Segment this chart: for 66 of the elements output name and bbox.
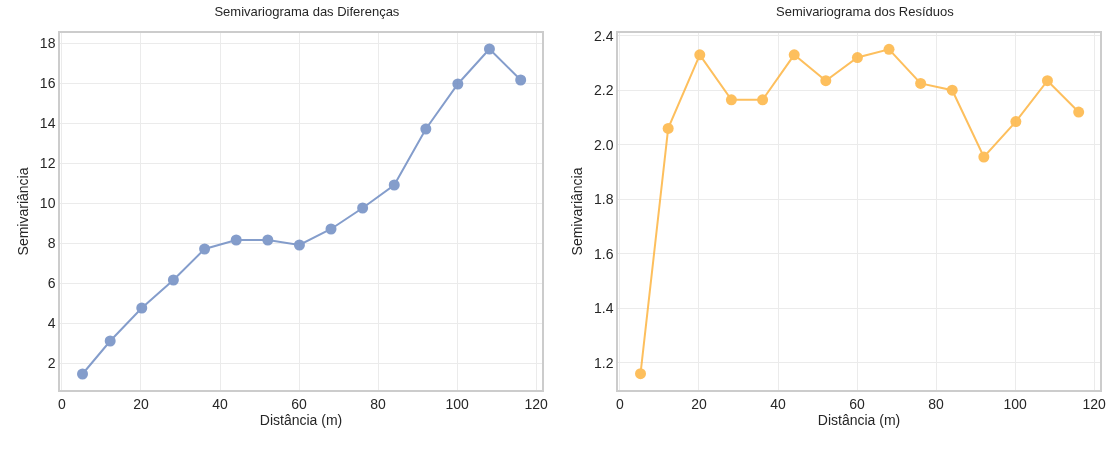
x-axis-title: Distância (m) [817, 411, 901, 428]
y-tick-label: 10 [39, 194, 56, 211]
y-tick-label: 1.6 [593, 245, 614, 262]
point [77, 368, 89, 380]
y-tick-label: 2.0 [593, 136, 614, 153]
x-tick-label: 120 [1082, 395, 1106, 412]
y-tick-label: 1.2 [593, 354, 614, 371]
x-tick-label: 0 [616, 395, 625, 412]
point [483, 43, 495, 55]
x-tick-label: 60 [849, 395, 866, 412]
y-tick-label: 6 [47, 274, 56, 291]
chart-title: Semivariograma dos Resíduos [776, 3, 955, 19]
point [946, 84, 958, 96]
x-tick-label: 40 [770, 395, 787, 412]
x-tick-label: 100 [445, 395, 469, 412]
point [978, 151, 990, 163]
y-tick-label: 2.2 [593, 82, 614, 99]
point [820, 75, 832, 87]
point [262, 234, 274, 246]
x-tick-label: 20 [691, 395, 707, 412]
x-axis-title: Distância (m) [259, 411, 343, 428]
point [883, 43, 895, 55]
point [788, 49, 800, 61]
point [199, 243, 211, 255]
y-tick-label: 14 [39, 114, 56, 131]
y-tick-label: 16 [39, 74, 56, 91]
x-tick-label: 80 [928, 395, 945, 412]
point [136, 302, 148, 314]
x-tick-label: 0 [58, 395, 67, 412]
point [325, 223, 337, 235]
point [1010, 116, 1022, 128]
point [635, 368, 647, 380]
y-tick-label: 2.4 [593, 27, 614, 44]
point [915, 77, 927, 89]
x-tick-label: 80 [370, 395, 387, 412]
point [1041, 75, 1053, 87]
point [388, 179, 400, 191]
point [662, 122, 674, 134]
point [515, 74, 527, 86]
y-tick-label: 1.8 [593, 191, 614, 208]
point [357, 202, 369, 214]
y-tick-label: 1.4 [593, 300, 614, 317]
point [230, 234, 242, 246]
x-tick-label: 120 [524, 395, 548, 412]
x-tick-label: 20 [133, 395, 149, 412]
y-tick-label: 4 [47, 314, 56, 331]
point [104, 335, 116, 347]
point [420, 123, 432, 135]
y-tick-label: 18 [39, 34, 56, 51]
point [293, 239, 305, 251]
point [725, 94, 737, 106]
y-tick-label: 8 [47, 234, 56, 251]
y-axis-title: Semivariância [569, 167, 586, 256]
point [694, 49, 706, 61]
point [167, 274, 179, 286]
x-tick-label: 60 [291, 395, 308, 412]
point [851, 52, 863, 64]
y-tick-label: 12 [39, 154, 56, 171]
point [757, 94, 769, 106]
point [1073, 106, 1085, 118]
x-tick-label: 40 [212, 395, 229, 412]
x-tick-label: 100 [1003, 395, 1027, 412]
y-axis-title: Semivariância [14, 167, 31, 256]
chart-title: Semivariograma das Diferenças [214, 3, 400, 19]
y-tick-label: 2 [47, 354, 56, 371]
point [452, 78, 464, 90]
